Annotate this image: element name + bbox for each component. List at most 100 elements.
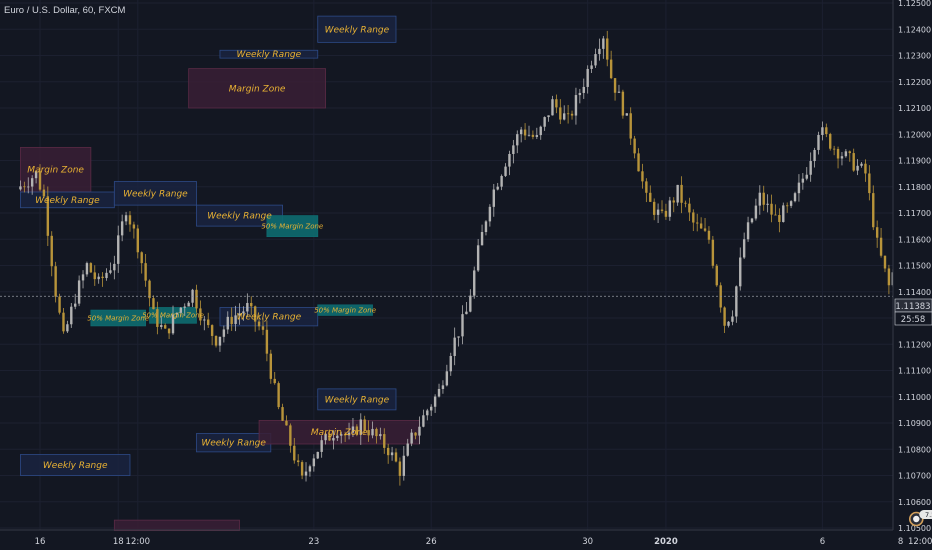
candle-body bbox=[574, 95, 578, 116]
candle-body bbox=[727, 321, 730, 326]
candle-body bbox=[156, 309, 159, 327]
candle-body bbox=[770, 203, 773, 215]
candle-body bbox=[343, 434, 347, 436]
candle-body bbox=[817, 134, 820, 150]
candle-body bbox=[93, 272, 96, 280]
price-tick-label: 1.11500 bbox=[898, 262, 931, 271]
candle-body bbox=[703, 228, 707, 231]
candle-body bbox=[265, 329, 269, 354]
candle-body bbox=[555, 99, 558, 108]
candle-body bbox=[883, 255, 887, 269]
candle-body bbox=[543, 117, 546, 127]
candle-body bbox=[762, 192, 765, 205]
candle-body bbox=[594, 54, 597, 66]
candle-body bbox=[441, 385, 445, 389]
candle-body bbox=[85, 263, 89, 275]
candle-body bbox=[437, 388, 441, 397]
margin-zone-label: Margin Zone bbox=[229, 84, 286, 94]
candle-body bbox=[696, 222, 699, 224]
candle-body bbox=[242, 311, 245, 314]
candle-body bbox=[253, 306, 257, 322]
candle-body bbox=[336, 435, 339, 439]
candle-body bbox=[465, 311, 468, 315]
candle-body bbox=[637, 153, 640, 172]
candle-body bbox=[645, 181, 648, 193]
candle-body bbox=[34, 171, 38, 179]
weekly-range-zone-label: Weekly Range bbox=[325, 25, 390, 35]
candle-body bbox=[355, 426, 359, 435]
candle-body bbox=[547, 115, 550, 118]
candle-body bbox=[492, 189, 495, 207]
weekly-range-zone bbox=[219, 49, 319, 59]
half-margin-zone-label: 50% Margin Zone bbox=[261, 222, 323, 230]
candle-body bbox=[711, 239, 715, 266]
candle-body bbox=[512, 145, 515, 155]
candle-body bbox=[300, 462, 304, 476]
margin-zone bbox=[113, 519, 240, 532]
weekly-range-zone-label: Weekly Range bbox=[325, 395, 390, 405]
price-tick-label: 1.10800 bbox=[898, 445, 931, 454]
candle-body bbox=[825, 127, 828, 135]
candle-body bbox=[54, 266, 57, 297]
price-tick-label: 1.11900 bbox=[898, 157, 931, 166]
candle-body bbox=[367, 430, 370, 436]
candle-body bbox=[375, 428, 378, 437]
candle-body bbox=[539, 126, 542, 136]
candle-body bbox=[62, 312, 65, 332]
candle-body bbox=[519, 129, 523, 135]
time-tick-label: 12:00 bbox=[908, 537, 932, 547]
candle-body bbox=[207, 319, 210, 326]
candle-body bbox=[136, 228, 139, 253]
candle-body bbox=[664, 210, 668, 217]
candle-body bbox=[277, 383, 280, 408]
candle-body bbox=[656, 209, 660, 215]
candle-body bbox=[58, 296, 61, 313]
candle-body bbox=[422, 415, 425, 427]
candle-body bbox=[324, 433, 327, 441]
candle-body bbox=[586, 68, 589, 87]
price-tick-label: 1.11700 bbox=[898, 209, 931, 218]
price-tick-label: 1.10900 bbox=[898, 419, 931, 428]
candle-body bbox=[285, 420, 288, 426]
candle-body bbox=[559, 107, 562, 120]
price-tick-label: 1.11800 bbox=[898, 183, 931, 192]
candle-body bbox=[449, 355, 452, 372]
candle-body bbox=[105, 272, 108, 279]
candle-body bbox=[359, 419, 362, 435]
candle-body bbox=[872, 193, 875, 228]
price-tick-label: 1.11600 bbox=[898, 235, 931, 244]
weekly-range-zone-label: Weekly Range bbox=[207, 212, 272, 222]
candle-body bbox=[535, 135, 539, 137]
candle-body bbox=[813, 149, 816, 162]
candle-body bbox=[782, 205, 785, 222]
candle-body bbox=[214, 335, 218, 346]
time-tick-label: 26 bbox=[426, 537, 437, 547]
candle-body bbox=[42, 189, 46, 197]
half-margin-zone-label: 50% Margin Zone bbox=[87, 314, 149, 322]
candle-body bbox=[829, 134, 832, 149]
candle-body bbox=[453, 337, 456, 356]
candles-layer bbox=[19, 30, 930, 486]
candle-body bbox=[848, 151, 851, 154]
candle-body bbox=[70, 306, 73, 325]
candle-body bbox=[480, 232, 484, 246]
event-badges[interactable]: 7.222710.33 bbox=[908, 510, 932, 527]
candle-body bbox=[844, 151, 848, 157]
candle-body bbox=[660, 209, 664, 211]
candle-body bbox=[785, 205, 789, 207]
price-axis-area[interactable] bbox=[893, 0, 932, 550]
candle-body bbox=[152, 298, 155, 310]
candle-body bbox=[132, 224, 136, 229]
candle-body bbox=[210, 325, 214, 336]
price-tick-label: 1.11000 bbox=[898, 393, 931, 402]
candle-body bbox=[766, 203, 769, 205]
candle-body bbox=[801, 178, 805, 183]
candle-body bbox=[410, 432, 413, 444]
candle-body bbox=[789, 201, 793, 206]
candle-body bbox=[774, 214, 777, 216]
candle-body bbox=[668, 200, 672, 217]
price-tick-label: 1.12500 bbox=[898, 0, 931, 8]
candle-body bbox=[527, 134, 531, 136]
